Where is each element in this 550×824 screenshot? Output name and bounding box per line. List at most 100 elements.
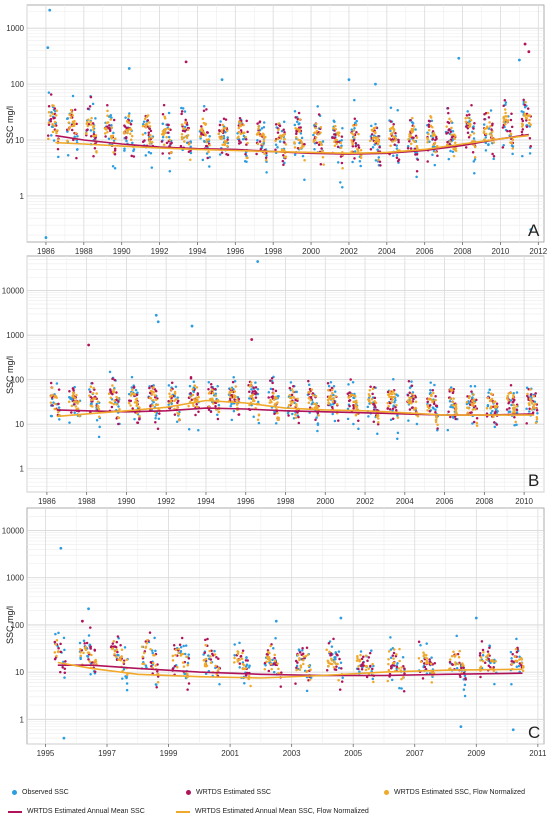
estimated-point — [92, 154, 95, 158]
observed-point — [233, 379, 237, 383]
flow-normalized-point — [125, 119, 129, 123]
estimated-point — [331, 405, 334, 409]
estimated-point — [294, 682, 297, 685]
estimated-point — [320, 147, 323, 150]
observed-outlier-point — [127, 67, 131, 70]
estimated-point — [63, 667, 67, 671]
observed-point — [353, 127, 356, 130]
observed-point — [471, 130, 474, 134]
flow-normalized-point — [467, 116, 470, 120]
estimated-point — [447, 410, 450, 414]
estimated-point — [296, 147, 300, 150]
estimated-point — [394, 406, 397, 409]
observed-point — [186, 661, 190, 665]
flow-normalized-point — [308, 678, 312, 681]
observed-point — [510, 403, 513, 407]
observed-point — [389, 648, 393, 651]
observed-point — [238, 666, 241, 669]
x-tick-label: 2003 — [283, 749, 301, 758]
estimated-point — [479, 675, 482, 679]
flow-normalized-point — [357, 665, 360, 668]
observed-point — [262, 125, 266, 129]
flow-normalized-point — [180, 132, 184, 136]
y-tick-label: 100 — [11, 376, 25, 385]
observed-point — [214, 392, 218, 396]
flow-normalized-point — [257, 130, 261, 134]
observed-point — [95, 418, 99, 422]
flow-normalized-point — [469, 134, 472, 137]
flow-normalized-point — [177, 412, 181, 416]
flow-normalized-point — [352, 124, 355, 127]
estimated-point — [194, 413, 197, 417]
x-tick-label: 2001 — [221, 749, 239, 758]
flow-normalized-point — [391, 390, 395, 393]
observed-point — [528, 410, 531, 413]
estimated-point — [333, 133, 336, 136]
flow-normalized-point — [257, 127, 260, 130]
flow-normalized-point — [492, 141, 496, 144]
estimated-point — [271, 395, 275, 398]
flow-normalized-point — [269, 398, 272, 402]
plot-area-c — [26, 507, 545, 745]
flow-normalized-point — [129, 138, 133, 141]
flow-normalized-point — [457, 655, 461, 659]
estimated-point — [179, 144, 183, 148]
flow-normalized-point — [204, 657, 208, 661]
flow-normalized-point — [70, 111, 74, 114]
flow-normalized-point — [90, 116, 93, 120]
flow-normalized-point — [392, 130, 396, 134]
estimated-point — [161, 152, 164, 155]
flow-normalized-point — [359, 156, 363, 159]
flow-normalized-point — [163, 128, 166, 131]
observed-point — [269, 387, 273, 391]
flow-normalized-point — [287, 403, 291, 407]
flow-normalized-point — [430, 681, 434, 684]
observed-point — [98, 425, 101, 429]
estimated-point — [453, 415, 457, 418]
observed-point — [123, 149, 126, 152]
estimated-point — [417, 640, 421, 643]
observed-point — [396, 414, 399, 417]
flow-normalized-point — [54, 114, 58, 117]
observed-point — [264, 664, 267, 667]
observed-point — [333, 419, 337, 423]
y-tick-label: 1000 — [6, 574, 24, 583]
flow-normalized-point — [419, 660, 423, 663]
estimated-point — [124, 136, 128, 139]
estimated-point — [117, 422, 120, 426]
flow-normalized-point — [298, 118, 302, 121]
flow-normalized-point — [103, 132, 107, 135]
flow-normalized-point — [95, 392, 98, 395]
flow-normalized-point — [393, 139, 397, 142]
flow-normalized-point — [331, 400, 335, 403]
estimated-point — [316, 411, 320, 415]
flow-normalized-point — [92, 397, 95, 400]
estimated-point — [91, 122, 95, 125]
flow-normalized-point — [314, 394, 318, 398]
estimated-point — [110, 405, 114, 409]
estimated-point — [154, 420, 157, 424]
flow-normalized-point — [163, 117, 167, 120]
flow-normalized-point — [53, 651, 57, 654]
estimated-point — [113, 152, 117, 156]
flow-normalized-point — [471, 399, 474, 403]
estimated-outlier-point — [527, 50, 531, 54]
flow-normalized-point — [488, 132, 492, 136]
estimated-point — [89, 134, 93, 138]
estimated-point — [254, 396, 258, 399]
estimated-point — [329, 652, 333, 655]
flow-normalized-point — [237, 130, 241, 134]
estimated-point — [480, 640, 484, 643]
estimated-point — [135, 393, 139, 397]
observed-point — [521, 154, 524, 158]
y-tick-label: 1000 — [6, 24, 24, 33]
flow-normalized-point — [127, 401, 131, 405]
estimated-point — [147, 131, 151, 134]
observed-point — [297, 648, 301, 651]
observed-point — [124, 116, 127, 119]
flow-normalized-point — [450, 654, 454, 658]
flow-normalized-point — [296, 653, 300, 657]
estimated-point — [288, 386, 292, 390]
